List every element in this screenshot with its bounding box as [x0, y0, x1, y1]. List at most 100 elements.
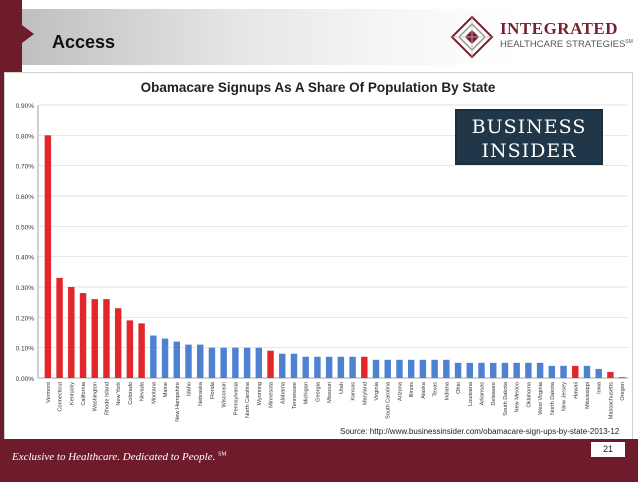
x-tick-label: Maryland	[362, 382, 368, 405]
bar-maryland	[361, 356, 368, 378]
bar-minnesota	[267, 350, 274, 378]
y-tick-label: 0.00%	[16, 376, 35, 383]
x-tick-label: Vermont	[46, 382, 52, 403]
bar-connecticut	[56, 277, 63, 378]
x-tick-label: New York	[116, 382, 122, 406]
badge-line-1: BUSINESS	[471, 116, 587, 138]
bar-california	[79, 293, 87, 378]
x-tick-label: Alabama	[280, 381, 286, 404]
bar-missouri	[325, 356, 333, 378]
bar-new-hampshire	[173, 341, 181, 378]
x-tick-label: North Carolina	[245, 381, 251, 418]
x-tick-label: Ohio	[456, 382, 462, 394]
diamond-logo-icon	[450, 15, 494, 59]
bar-new-mexico	[513, 362, 520, 378]
x-tick-label: Rhode Island	[104, 382, 110, 415]
bar-pennsylvania	[232, 347, 239, 378]
x-tick-label: Tennessee	[292, 382, 298, 409]
x-tick-label: Arizona	[397, 381, 403, 401]
bar-wisconsin	[220, 347, 227, 378]
page-number: 21	[591, 442, 625, 457]
x-tick-label: New Mexico	[515, 382, 521, 412]
y-tick-label: 0.10%	[16, 346, 35, 353]
x-tick-label: Pennsylvania	[233, 381, 239, 415]
bar-indiana	[443, 359, 450, 378]
x-tick-label: Kentucky	[69, 382, 75, 405]
x-tick-label: Delaware	[491, 382, 497, 406]
y-tick-label: 0.60%	[16, 194, 35, 201]
x-tick-label: Mississippi	[585, 382, 591, 409]
bar-arkansas	[478, 362, 485, 378]
x-tick-label: Georgia	[315, 381, 321, 402]
bar-georgia	[314, 356, 321, 378]
bar-virginia	[372, 359, 380, 378]
bar-tennessee	[290, 353, 298, 378]
x-tick-label: South Dakota	[503, 381, 509, 416]
x-tick-label: New Hampshire	[175, 382, 181, 422]
x-tick-label: Florida	[210, 381, 216, 399]
bar-louisiana	[466, 362, 474, 378]
bar-north-dakota	[548, 365, 556, 378]
bar-washington	[91, 299, 98, 378]
y-tick-label: 0.20%	[16, 315, 35, 322]
x-tick-label: Hawaii	[573, 382, 579, 399]
x-tick-label: Minnesota	[269, 381, 275, 408]
footer-bar	[0, 439, 638, 482]
x-tick-label: Colorado	[128, 382, 134, 405]
bar-south-dakota	[501, 362, 509, 378]
bar-massachusetts	[607, 371, 614, 378]
bar-nevada	[138, 323, 145, 378]
y-tick-label: 0.30%	[16, 285, 35, 292]
bar-iowa	[595, 368, 602, 378]
x-tick-label: California	[81, 381, 87, 406]
bar-michigan	[302, 356, 309, 378]
bar-idaho	[185, 344, 192, 378]
x-tick-label: Maine	[163, 382, 169, 397]
x-tick-label: Arkansas	[480, 382, 486, 406]
x-tick-label: Nevada	[140, 381, 146, 401]
bar-utah	[337, 356, 345, 378]
badge-line-2: INSIDER	[481, 140, 577, 162]
bar-hawaii	[572, 365, 579, 378]
logo-subtitle: HEALTHCARE STRATEGIESSM	[500, 39, 633, 51]
slide-title: Access	[52, 32, 116, 52]
y-tick-label: 0.90%	[16, 103, 35, 110]
x-tick-label: Nebraska	[198, 381, 204, 406]
bar-vermont	[44, 135, 52, 378]
chart-title: Obamacare Signups As A Share Of Populati…	[141, 80, 496, 95]
bar-mississippi	[583, 365, 591, 378]
x-tick-label: Missouri	[327, 382, 333, 403]
bar-arizona	[396, 359, 403, 378]
x-tick-label: Illinois	[409, 382, 415, 398]
bar-south-carolina	[384, 359, 391, 378]
bar-new-york	[114, 308, 122, 378]
footer-tagline: Exclusive to Healthcare. Dedicated to Pe…	[12, 451, 227, 463]
x-tick-label: Wisconsin	[222, 382, 228, 408]
x-tick-label: Idaho	[187, 382, 193, 396]
bar-colorado	[126, 320, 134, 378]
bar-wyoming	[255, 347, 263, 378]
bar-alaska	[419, 359, 427, 378]
bar-chart: Obamacare Signups As A Share Of Populati…	[16, 80, 628, 422]
x-tick-label: Iowa	[597, 381, 603, 394]
x-tick-label: Virginia	[374, 381, 380, 400]
y-tick-label: 0.50%	[16, 224, 35, 231]
x-tick-label: North Dakota	[550, 381, 556, 415]
x-tick-label: South Carolina	[386, 381, 392, 419]
title-band	[22, 9, 638, 65]
bar-rhode-island	[103, 299, 110, 378]
logo-name: INTEGRATED	[500, 19, 619, 38]
bar-kentucky	[68, 287, 75, 378]
bar-kansas	[349, 356, 356, 378]
title-arrow-icon	[22, 25, 34, 43]
bar-north-carolina	[243, 347, 251, 378]
x-tick-label: Wyoming	[257, 382, 263, 405]
bar-oklahoma	[525, 362, 532, 378]
x-tick-label: Alaska	[421, 381, 427, 399]
x-tick-label: Massachusetts	[608, 382, 614, 420]
x-tick-label: West Virginia	[538, 381, 544, 415]
x-tick-label: Utah	[339, 382, 345, 394]
x-tick-label: Connecticut	[58, 382, 64, 412]
y-tick-label: 0.40%	[16, 255, 35, 262]
x-tick-label: Oklahoma	[526, 381, 532, 407]
